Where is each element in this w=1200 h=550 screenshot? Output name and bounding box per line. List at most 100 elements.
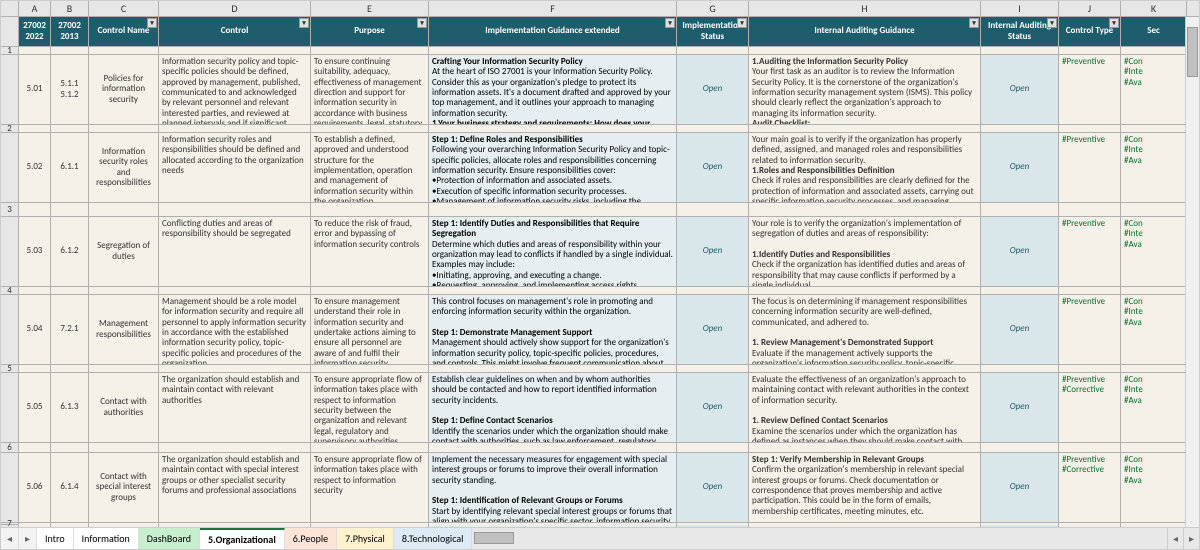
cell[interactable]	[19, 443, 51, 452]
cell[interactable]: 6.1.4	[51, 453, 89, 522]
cell[interactable]: Open	[677, 133, 749, 202]
cell[interactable]: #Con#Inte#Ava	[1121, 217, 1187, 286]
cell[interactable]: #Con#Inte#Ava	[1121, 133, 1187, 202]
cell[interactable]: Management responsibilities	[89, 295, 159, 364]
row-header[interactable]: 3	[1, 203, 18, 217]
col-header-E[interactable]: E	[311, 1, 429, 16]
col-header-K[interactable]: K	[1121, 1, 1187, 16]
row-header[interactable]	[1, 133, 18, 203]
cell[interactable]: Policies for information security	[89, 55, 159, 124]
cell[interactable]	[429, 47, 677, 54]
cell[interactable]: To ensure appropriate flow of informatio…	[311, 453, 429, 522]
cell[interactable]: Segregation of duties	[89, 217, 159, 286]
cell[interactable]	[51, 365, 89, 372]
cell[interactable]: Information security roles and responsib…	[159, 133, 311, 202]
cell[interactable]	[981, 443, 1059, 452]
cell[interactable]	[677, 125, 749, 132]
cell[interactable]: Evaluate the effectiveness of an organiz…	[749, 373, 981, 442]
cell[interactable]: 270022022	[19, 17, 51, 46]
row-header[interactable]	[1, 17, 18, 47]
row-header[interactable]: 2	[1, 125, 18, 133]
cell[interactable]	[1059, 125, 1121, 132]
cell[interactable]	[159, 365, 311, 372]
cell[interactable]: 7.2.1	[51, 295, 89, 364]
cell[interactable]	[749, 203, 981, 216]
cell[interactable]	[981, 47, 1059, 54]
cell[interactable]	[429, 203, 677, 216]
cell[interactable]: The organization should establish and ma…	[159, 453, 311, 522]
cell[interactable]: The focus is on determining if managemen…	[749, 295, 981, 364]
cell[interactable]: Open	[677, 373, 749, 442]
cell[interactable]	[677, 365, 749, 372]
cell[interactable]	[429, 125, 677, 132]
cell[interactable]	[159, 203, 311, 216]
cell[interactable]: To ensure continuing suitability, adequa…	[311, 55, 429, 124]
cell[interactable]: Open	[981, 453, 1059, 522]
tab-nav-next[interactable]: ▸	[19, 528, 37, 549]
cell[interactable]: Information relating to information secu…	[159, 525, 311, 527]
sheet-tab[interactable]: 6.People	[285, 528, 337, 549]
col-header-I[interactable]: I	[981, 1, 1059, 16]
cell[interactable]	[981, 365, 1059, 372]
sheet-tab[interactable]: 5.Organizational	[200, 528, 285, 549]
cell[interactable]: #Preventive#Detective#Corrective	[1059, 525, 1121, 527]
cell[interactable]	[1059, 365, 1121, 372]
cell[interactable]	[51, 203, 89, 216]
cell[interactable]	[19, 47, 51, 54]
cell[interactable]	[51, 443, 89, 452]
cell[interactable]: Open	[677, 295, 749, 364]
cell[interactable]: Management should be a role model for in…	[159, 295, 311, 364]
filter-icon[interactable]: ▾	[969, 18, 979, 28]
cell[interactable]	[1121, 125, 1187, 132]
cell[interactable]	[749, 443, 981, 452]
cell[interactable]	[677, 47, 749, 54]
sheet-tab[interactable]: 8.Technological	[394, 528, 473, 549]
cell[interactable]: Step 1: Verify Membership in Relevant Gr…	[749, 453, 981, 522]
cell[interactable]: This control focuses on management's rol…	[429, 295, 677, 364]
col-header-C[interactable]: C	[89, 1, 159, 16]
cell[interactable]	[1059, 47, 1121, 54]
cell[interactable]: To reduce the risk of fraud, error and b…	[311, 217, 429, 286]
cell[interactable]: Step 1: Define Roles and Responsibilitie…	[429, 133, 677, 202]
cell[interactable]	[749, 365, 981, 372]
hscroll-thumb[interactable]	[474, 532, 514, 544]
cell[interactable]	[89, 365, 159, 372]
filter-icon[interactable]: ▾	[147, 18, 157, 28]
row-header[interactable]	[1, 295, 18, 365]
filter-icon[interactable]: ▾	[417, 18, 427, 28]
cell[interactable]: #Preventive#Corrective	[1059, 453, 1121, 522]
cell[interactable]: Open	[981, 133, 1059, 202]
cell[interactable]: 5.03	[19, 217, 51, 286]
cell[interactable]: #Preventive	[1059, 55, 1121, 124]
cell[interactable]: Threat intelligence	[89, 525, 159, 527]
cell[interactable]	[981, 203, 1059, 216]
cell[interactable]: 5.05	[19, 373, 51, 442]
cell[interactable]	[89, 47, 159, 54]
cell[interactable]: Implementing a comprehensive threat inte…	[429, 525, 677, 527]
sheet-tab[interactable]: Information	[74, 528, 139, 549]
cell[interactable]	[159, 287, 311, 294]
cell[interactable]	[1121, 203, 1187, 216]
row-header[interactable]	[1, 373, 18, 443]
cell[interactable]: Internal Auditing Guidance▾	[749, 17, 981, 46]
horizontal-scrollbar[interactable]	[472, 528, 1167, 549]
cell[interactable]	[51, 125, 89, 132]
cell[interactable]	[749, 47, 981, 54]
row-header[interactable]	[1, 55, 18, 125]
cell[interactable]: 5.04	[19, 295, 51, 364]
cell[interactable]: 5.02	[19, 133, 51, 202]
cell[interactable]	[51, 47, 89, 54]
hscroll-left[interactable]: ◂	[1167, 528, 1183, 549]
sheet-tab[interactable]: 7.Physical	[337, 528, 394, 549]
cell[interactable]: To ensure appropriate flow of informatio…	[311, 373, 429, 442]
cell[interactable]: 1.Auditing the Information Security Poli…	[749, 55, 981, 124]
cell[interactable]: 6.1.1	[51, 133, 89, 202]
cell[interactable]	[1121, 365, 1187, 372]
cell[interactable]	[981, 287, 1059, 294]
cell[interactable]: Information security policy and topic-sp…	[159, 55, 311, 124]
cell[interactable]: To establish a defined, approved and und…	[311, 133, 429, 202]
cell[interactable]: #Con#Inte#Ava	[1121, 295, 1187, 364]
select-all-corner[interactable]	[1, 1, 19, 16]
cell[interactable]	[89, 443, 159, 452]
vscroll-thumb[interactable]	[1187, 27, 1198, 77]
